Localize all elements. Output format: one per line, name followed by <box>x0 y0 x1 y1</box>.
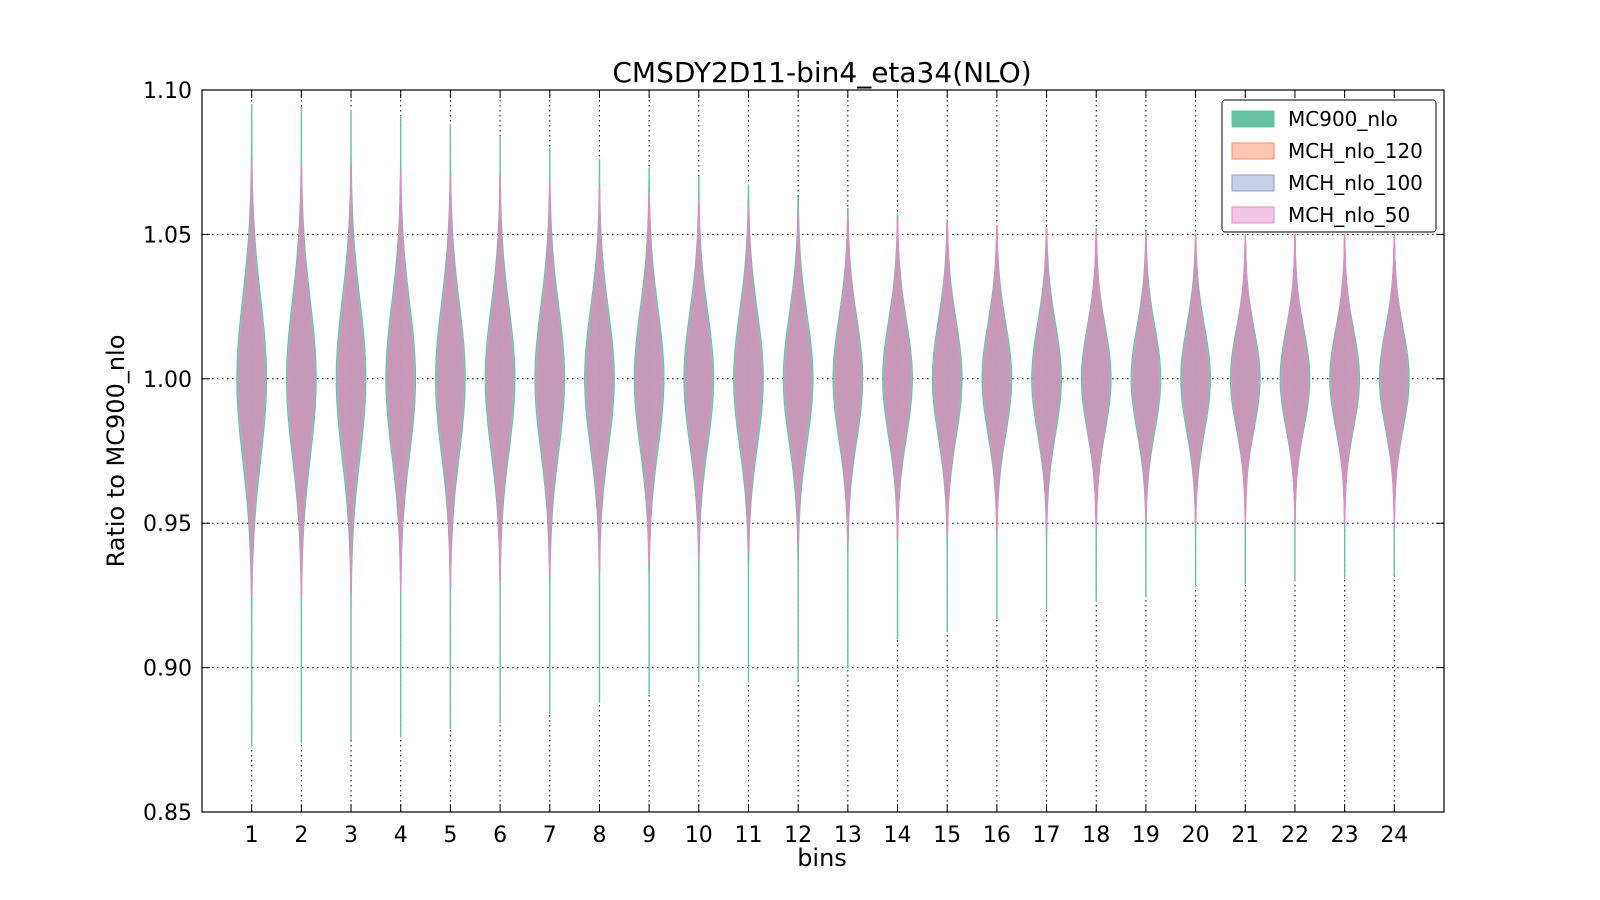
violin <box>884 219 911 539</box>
violin <box>586 187 613 570</box>
legend-label: MCH_nlo_50 <box>1288 203 1410 227</box>
violin <box>1182 233 1210 524</box>
legend-swatch <box>1231 206 1275 224</box>
x-tick-label: 3 <box>344 823 358 848</box>
y-tick-label: 0.90 <box>143 657 192 682</box>
violin <box>735 205 762 553</box>
legend-label: MC900_nlo <box>1288 107 1398 131</box>
violin <box>536 181 564 576</box>
x-tick-label: 20 <box>1182 823 1210 848</box>
y-axis: 0.85 0.90 0.95 1.00 1.05 1.10 <box>143 79 1444 826</box>
x-tick-label: 1 <box>245 823 259 848</box>
x-tick-label: 22 <box>1281 823 1309 848</box>
legend-swatch <box>1231 110 1275 128</box>
violins <box>236 103 1410 747</box>
violin <box>834 216 862 542</box>
y-tick-label: 1.05 <box>143 223 192 248</box>
legend-label: MCH_nlo_100 <box>1288 171 1423 195</box>
x-tick-label: 19 <box>1132 823 1160 848</box>
x-tick-label: 12 <box>784 823 812 848</box>
x-tick-label: 15 <box>933 823 961 848</box>
violin <box>1380 233 1408 524</box>
violin <box>1033 228 1060 530</box>
x-tick-label: 5 <box>443 823 457 848</box>
violin <box>1281 233 1309 524</box>
x-tick-label: 8 <box>592 823 606 848</box>
x-tick-label: 10 <box>685 823 713 848</box>
violin <box>933 222 961 536</box>
violin <box>486 176 514 582</box>
violin <box>685 199 713 559</box>
legend-swatch <box>1231 142 1275 160</box>
legend-box <box>1221 99 1437 233</box>
violin <box>1082 231 1110 527</box>
violin <box>983 225 1011 533</box>
x-tick-label: 11 <box>734 823 762 848</box>
violin <box>387 170 415 591</box>
violin <box>436 173 464 588</box>
x-tick-label: 16 <box>983 823 1011 848</box>
violin-series <box>238 161 1408 596</box>
x-tick-label: 14 <box>884 823 912 848</box>
x-tick-label: 13 <box>834 823 862 848</box>
legend-swatch <box>1231 174 1275 192</box>
violin <box>1132 231 1160 524</box>
x-tick-label: 6 <box>493 823 507 848</box>
x-tick-label: 17 <box>1033 823 1061 848</box>
violin <box>635 193 663 565</box>
violin <box>337 167 365 594</box>
x-tick-label: 2 <box>294 823 308 848</box>
x-tick-label: 7 <box>543 823 557 848</box>
y-tick-label: 1.10 <box>143 79 192 104</box>
plot-frame <box>201 89 1445 813</box>
x-tick-label: 21 <box>1231 823 1259 848</box>
violin <box>238 161 266 596</box>
x-tick-label: 4 <box>394 823 408 848</box>
x-axis: 1 2 3 4 5 6 7 8 9 10 11 12 13 14 15 16 17 18 19 20 21 22 23 24 <box>245 90 1408 848</box>
legend: MC900_nlo MCH_nlo_120 MCH_nlo_100 MCH_nlo_5… <box>1221 99 1437 233</box>
x-axis-label: bins <box>797 844 847 872</box>
x-tick-label: 18 <box>1082 823 1110 848</box>
y-tick-label: 0.85 <box>143 801 192 826</box>
violin <box>1331 233 1359 524</box>
x-tick-label: 9 <box>642 823 656 848</box>
y-tick-label: 1.00 <box>143 368 192 393</box>
chart-title: CMSDY2D11-bin4_eta34(NLO) <box>612 56 1031 89</box>
x-tick-label: 24 <box>1380 823 1408 848</box>
x-tick-label: 23 <box>1331 823 1359 848</box>
y-tick-label: 0.95 <box>143 512 192 537</box>
violin <box>287 164 315 596</box>
violin <box>784 210 812 547</box>
legend-label: MCH_nlo_120 <box>1288 139 1423 163</box>
y-axis-label: Ratio to MC900_nlo <box>102 335 130 568</box>
violin <box>1231 233 1259 524</box>
